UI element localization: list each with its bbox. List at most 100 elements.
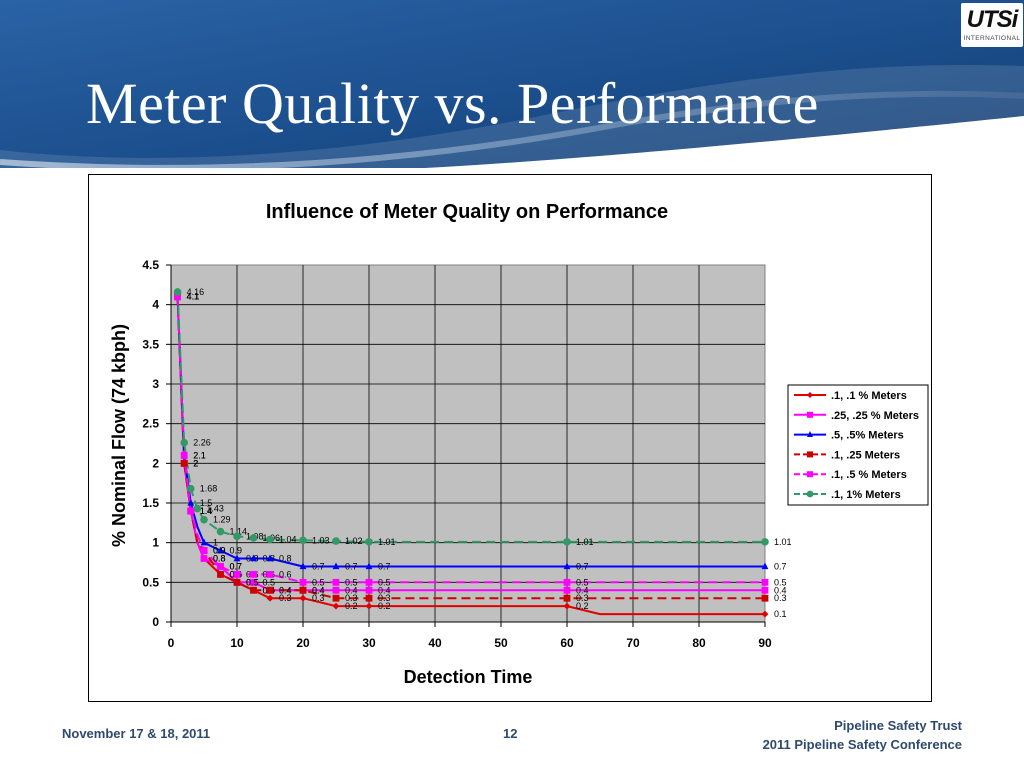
series-1-point [365, 602, 373, 610]
x-tick-label: 50 [494, 636, 508, 650]
series-4-data-label: 0.9 [213, 546, 226, 556]
x-tick-label: 70 [626, 636, 640, 650]
series-1-data-label: 1.4 [200, 506, 213, 516]
series-2-point [761, 586, 769, 594]
series-3-data-label: 0.7 [312, 561, 325, 571]
series-5-data-label: 0.5 [774, 577, 787, 587]
series-1-data-label: 4.1 [187, 292, 200, 302]
series-4-point [233, 578, 241, 586]
series-6-data-label: 1.02 [345, 536, 363, 546]
x-tick-label: 80 [692, 636, 706, 650]
legend-label-5: .1, .5 % Meters [831, 469, 907, 481]
legend-box [787, 384, 929, 506]
series-2-data-label: 0.4 [378, 585, 391, 595]
series-3-point [761, 562, 769, 570]
series-4-data-label: 1.4 [200, 506, 213, 516]
y-tick-label: 1 [152, 536, 159, 550]
series-2-point [200, 555, 208, 562]
series-4-point [563, 594, 571, 602]
series-3-data-label: 1 [213, 538, 218, 548]
series-6-data-label: 1.68 [200, 484, 218, 494]
series-6-point [216, 527, 225, 536]
x-tick-label: 20 [296, 636, 310, 650]
series-6-point [200, 515, 208, 524]
series-6-data-label: 1.01 [378, 537, 396, 547]
series-6-point [233, 532, 241, 541]
series-2-data-label: 0.4 [576, 585, 589, 595]
series-2-data-label: 4.1 [187, 292, 200, 302]
legend-label-6: .1, 1% Meters [831, 489, 901, 501]
series-5-point [233, 571, 241, 578]
series-3-point [200, 538, 208, 546]
series-4-data-label: 0.4 [312, 585, 325, 595]
series-5-data-label: 1.4 [200, 506, 213, 516]
series-5-point [266, 571, 274, 578]
logo-subtext: INTERNATIONAL [963, 35, 1021, 42]
series-6-point [761, 538, 769, 546]
series-2-data-label: 0.8 [213, 554, 226, 564]
footer-date: November 17 & 18, 2011 [62, 726, 211, 741]
series-2-data-label: 2 [193, 458, 198, 468]
series-4-point [299, 586, 307, 594]
series-1-data-label: 0.8 [213, 554, 226, 564]
series-3-data-label: 2.1 [193, 450, 206, 460]
series-3-point [266, 554, 274, 562]
series-2-point [250, 578, 257, 586]
series-2-data-label: 0.4 [345, 585, 358, 595]
series-3-data-label: 0.7 [345, 561, 358, 571]
series-5-point [180, 452, 188, 459]
y-tick-label: 2 [152, 456, 159, 470]
series-6-data-label: 4.16 [187, 287, 205, 297]
series-2-point [563, 586, 571, 594]
series-4-data-label: 2 [193, 458, 198, 468]
series-2-data-label: 0.4 [774, 585, 787, 595]
x-tick-label: 40 [428, 636, 442, 650]
series-6-point [563, 538, 571, 546]
series-1-data-label: 2 [193, 458, 198, 468]
series-6-data-label: 2.26 [193, 438, 211, 448]
series-6-point [266, 535, 274, 544]
series-5-point [761, 578, 769, 586]
series-1-data-label: 0.2 [576, 601, 589, 611]
page-number: 12 [503, 726, 518, 741]
series-4-data-label: 0.5 [246, 577, 259, 587]
x-tick-label: 30 [362, 636, 376, 650]
series-3-point [299, 562, 307, 570]
series-3-point [365, 562, 373, 570]
series-1-point [563, 602, 571, 610]
legend-marker-2 [807, 411, 813, 418]
series-3-data-label: 1.5 [200, 498, 213, 508]
series-5-point [174, 293, 181, 301]
series-1-data-label: 0.3 [312, 593, 325, 603]
slide-title: Meter Quality vs. Performance [86, 71, 819, 136]
series-1-data-label: 0.1 [774, 609, 787, 619]
series-5-data-label: 0.5 [576, 577, 589, 587]
plot-area [170, 264, 766, 623]
series-6-data-label: 1.43 [206, 504, 224, 514]
series-2-data-label: 0.7 [230, 561, 243, 571]
legend-label-3: .5, .5% Meters [831, 430, 904, 442]
footer-organization: Pipeline Safety Trust 2011 Pipeline Safe… [763, 716, 962, 754]
x-axis-label: Detection Time [404, 667, 533, 687]
legend-marker-3 [807, 431, 813, 437]
series-4-point [332, 594, 340, 602]
series-6-point [299, 536, 307, 545]
series-3-data-label: 0.7 [378, 561, 391, 571]
series-3-data-label: 4.1 [187, 292, 200, 302]
series-3-data-label: 0.7 [576, 561, 589, 571]
series-3-point [332, 562, 340, 570]
series-5-data-label: 0.9 [213, 546, 226, 556]
series-4-data-label: 0.3 [345, 593, 358, 603]
series-4-point [250, 586, 257, 594]
series-2-data-label: 0.4 [312, 585, 325, 595]
series-2-data-label: 1.4 [200, 506, 213, 516]
series-4-point [761, 594, 769, 602]
chart-title: Influence of Meter Quality on Performanc… [266, 201, 668, 223]
series-3-point [187, 499, 195, 506]
series-3-data-label: 0.8 [279, 554, 292, 564]
logo-text: UTSi [966, 6, 1019, 33]
y-tick-label: 3.5 [142, 337, 159, 351]
series-6-data-label: 1.01 [576, 537, 594, 547]
series-6-data-label: 1.04 [279, 534, 297, 544]
series-6-point [173, 288, 182, 296]
